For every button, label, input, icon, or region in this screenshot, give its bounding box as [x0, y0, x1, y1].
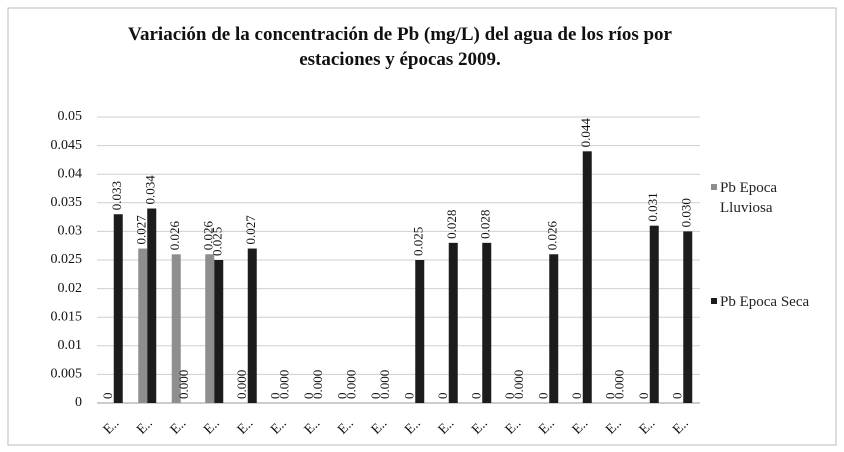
x-tick-label: E..	[134, 416, 156, 438]
bar	[649, 225, 659, 403]
x-tick-label: E..	[503, 416, 525, 438]
bar	[171, 254, 181, 403]
y-tick-label: 0.015	[51, 309, 83, 324]
y-tick-label: 0.045	[51, 138, 83, 153]
data-label: 0	[502, 393, 517, 400]
y-tick-label: 0.03	[58, 224, 83, 239]
data-label: 0	[301, 393, 316, 400]
x-tick-label: E..	[268, 416, 290, 438]
y-tick-label: 0.05	[58, 109, 83, 124]
x-tick-label: E..	[168, 416, 190, 438]
bar	[683, 231, 693, 403]
data-label: 0.026	[201, 221, 216, 251]
legend-swatch	[711, 298, 717, 304]
bar	[247, 248, 257, 403]
legend-label: Pb Epoca Lluviosa	[720, 180, 778, 216]
data-label: 0	[268, 393, 283, 400]
x-tick-label: E..	[670, 416, 692, 438]
data-label: 0.000	[234, 370, 249, 399]
data-label: 0.000	[176, 370, 191, 399]
bar	[415, 260, 425, 403]
legend-label: Pb Epoca Seca	[720, 294, 810, 310]
legend-entry: Pb Epoca Seca	[711, 292, 815, 312]
x-tick-label: E..	[637, 416, 659, 438]
data-label: 0.025	[411, 227, 426, 256]
x-tick-label: E..	[570, 416, 592, 438]
x-tick-label: E..	[469, 416, 491, 438]
bar	[147, 208, 157, 403]
x-tick-label: E..	[603, 416, 625, 438]
bar	[482, 242, 492, 403]
data-label: 0.025	[210, 227, 225, 256]
data-label: 0.027	[134, 215, 149, 245]
data-label: 0	[636, 393, 651, 400]
x-tick-label: E..	[201, 416, 223, 438]
data-label: 0.026	[545, 221, 560, 251]
data-label: 0	[603, 393, 618, 400]
y-tick-label: 0.02	[58, 281, 83, 296]
y-tick-label: 0.035	[51, 195, 83, 210]
bar	[113, 214, 123, 403]
x-tick-label: E..	[235, 416, 257, 438]
data-label: 0.026	[167, 221, 182, 251]
data-label: 0.000	[344, 370, 359, 399]
data-label: 0	[402, 393, 417, 400]
y-tick-label: 0.01	[58, 338, 83, 353]
frame	[7, 7, 837, 446]
data-label: 0.028	[444, 210, 459, 239]
x-tick-label: E..	[436, 416, 458, 438]
data-label: 0	[536, 393, 551, 400]
chart-title: Variación de la concentración de Pb (mg/…	[128, 24, 672, 70]
data-label: 0	[569, 393, 584, 400]
data-label: 0.027	[243, 215, 258, 245]
x-tick-label: E..	[369, 416, 391, 438]
data-label: 0	[469, 393, 484, 400]
data-label: 0	[100, 393, 115, 400]
x-tick-label: E..	[536, 416, 558, 438]
bar	[214, 260, 224, 403]
data-label: 0.000	[612, 370, 627, 399]
bar	[448, 242, 458, 403]
y-tick-label: 0.025	[51, 252, 83, 267]
data-label: 0.031	[645, 192, 660, 221]
data-label: 0.044	[578, 118, 593, 148]
y-tick-label: 0	[75, 395, 82, 410]
x-tick-label: E..	[302, 416, 324, 438]
bar	[205, 254, 215, 403]
data-label: 0	[368, 393, 383, 400]
data-label: 0.000	[310, 370, 325, 399]
bar	[138, 248, 148, 403]
x-tick-label: E..	[335, 416, 357, 438]
x-tick-label: E..	[402, 416, 424, 438]
bar	[549, 254, 559, 403]
data-label: 0.000	[511, 370, 526, 399]
data-label: 0.033	[109, 181, 124, 210]
legend-entry: Pb Epoca Lluviosa	[711, 178, 815, 218]
y-tick-label: 0.04	[58, 166, 83, 181]
legend-swatch	[711, 184, 717, 190]
data-label: 0.000	[377, 370, 392, 399]
data-label: 0.030	[679, 198, 694, 227]
bar	[582, 151, 592, 403]
data-label: 0	[435, 393, 450, 400]
x-tick-label: E..	[101, 416, 123, 438]
y-tick-label: 0.005	[51, 367, 83, 382]
data-label: 0	[670, 393, 685, 400]
data-label: 0.000	[277, 370, 292, 399]
data-label: 0.034	[143, 175, 158, 205]
data-label: 0.028	[478, 210, 493, 239]
data-label: 0	[335, 393, 350, 400]
